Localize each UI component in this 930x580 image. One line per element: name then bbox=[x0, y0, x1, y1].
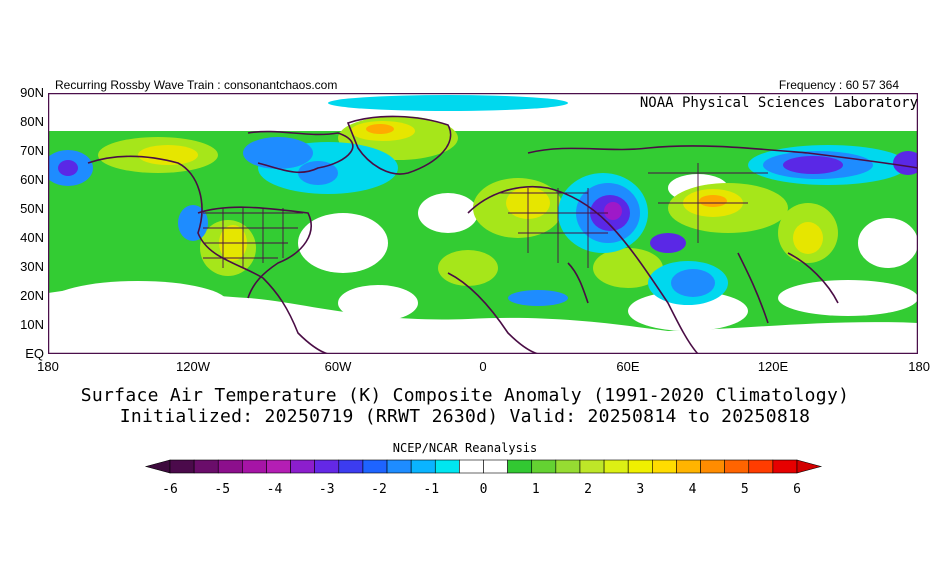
colorbar-tick-label: -1 bbox=[423, 482, 439, 497]
colorbar-swatch bbox=[748, 459, 774, 474]
colorbar-swatch bbox=[676, 459, 701, 474]
colorbar-swatch bbox=[531, 459, 557, 474]
lon-label: 120E bbox=[757, 359, 789, 374]
colorbar-swatch bbox=[603, 459, 629, 474]
coastlines bbox=[87, 115, 918, 354]
colorbar-swatch bbox=[459, 459, 484, 474]
colorbar-swatch bbox=[193, 459, 219, 474]
colorbar-swatch bbox=[266, 459, 291, 474]
colorbar-swatch bbox=[386, 459, 412, 474]
lat-label: 80N bbox=[20, 114, 44, 129]
colorbar-swatch bbox=[338, 459, 364, 474]
colorbar-swatch bbox=[652, 459, 677, 474]
colorbar-swatch bbox=[290, 459, 315, 474]
colorbar-swatch bbox=[410, 459, 436, 474]
colorbar-swatch bbox=[555, 459, 581, 474]
colorbar-tick-label: 6 bbox=[793, 482, 801, 497]
anomaly-map: NOAA Physical Sciences Laboratory bbox=[48, 93, 918, 354]
zero-anomaly-regions bbox=[48, 93, 918, 354]
lat-label: 40N bbox=[20, 230, 44, 245]
colorbar-swatch bbox=[242, 459, 267, 474]
colorbar-tick-label: 4 bbox=[689, 482, 697, 497]
lon-label: 180 bbox=[908, 359, 930, 374]
colorbar: -6 -5 -4 -3 -2 -1 0 1 2 3 4 5 6 bbox=[144, 459, 823, 497]
map-frame-border bbox=[48, 93, 918, 354]
lon-label: 180 bbox=[37, 359, 59, 374]
colorbar-swatch bbox=[627, 459, 653, 474]
lat-label: 30N bbox=[20, 259, 44, 274]
colorbar-swatch bbox=[483, 459, 508, 474]
political-borders bbox=[203, 163, 768, 268]
colorbar-swatch bbox=[362, 459, 388, 474]
colorbar-swatch bbox=[772, 459, 798, 474]
colorbar-under-arrow bbox=[144, 459, 171, 474]
lab-name: NOAA Physical Sciences Laboratory bbox=[639, 95, 918, 111]
lon-label: 120W bbox=[176, 359, 210, 374]
data-source: NCEP/NCAR Reanalysis bbox=[392, 441, 538, 455]
map-canvas bbox=[48, 93, 918, 354]
colorbar-swatch bbox=[217, 459, 243, 474]
colorbar-tick-label: 5 bbox=[741, 482, 749, 497]
colorbar-swatch bbox=[169, 459, 195, 474]
colorbar-tick-label: 0 bbox=[480, 482, 488, 497]
colorbar-tick-label: 3 bbox=[636, 482, 644, 497]
lat-label: 60N bbox=[20, 172, 44, 187]
lat-label: 90N bbox=[20, 85, 44, 100]
colorbar-ticks: -6 -5 -4 -3 -2 -1 0 1 2 3 4 5 6 bbox=[162, 482, 801, 497]
colorbar-tick-label: -4 bbox=[267, 482, 283, 497]
header-left-text: Recurring Rossby Wave Train : consonantc… bbox=[55, 78, 338, 92]
lat-label: 50N bbox=[20, 201, 44, 216]
lon-label: 0 bbox=[479, 359, 487, 374]
colorbar-over-arrow bbox=[796, 459, 823, 474]
colorbar-swatch bbox=[434, 459, 460, 474]
colorbar-tick-label: -2 bbox=[371, 482, 387, 497]
colorbar-tick-label: -5 bbox=[214, 482, 230, 497]
colorbar-swatch bbox=[314, 459, 340, 474]
colorbar-swatches bbox=[144, 459, 823, 474]
lat-label: 70N bbox=[20, 143, 44, 158]
lat-label: EQ bbox=[25, 346, 44, 361]
lat-label: 10N bbox=[20, 317, 44, 332]
map-title-line1: Surface Air Temperature (K) Composite An… bbox=[80, 385, 850, 406]
colorbar-swatch bbox=[507, 459, 533, 474]
lat-label: 20N bbox=[20, 288, 44, 303]
lon-label: 60E bbox=[616, 359, 640, 374]
lon-label: 60W bbox=[324, 359, 352, 374]
colorbar-swatch bbox=[700, 459, 725, 474]
colorbar-tick-label: -6 bbox=[162, 482, 178, 497]
colorbar-tick-label: 1 bbox=[532, 482, 540, 497]
map-title-line2: Initialized: 20250719 (RRWT 2630d) Valid… bbox=[119, 406, 811, 427]
colorbar-tick-label: -3 bbox=[319, 482, 335, 497]
header-right-text: Frequency : 60 57 364 bbox=[778, 78, 899, 92]
colorbar-swatch bbox=[579, 459, 605, 474]
colorbar-tick-label: 2 bbox=[584, 482, 592, 497]
colorbar-swatch bbox=[724, 459, 750, 474]
